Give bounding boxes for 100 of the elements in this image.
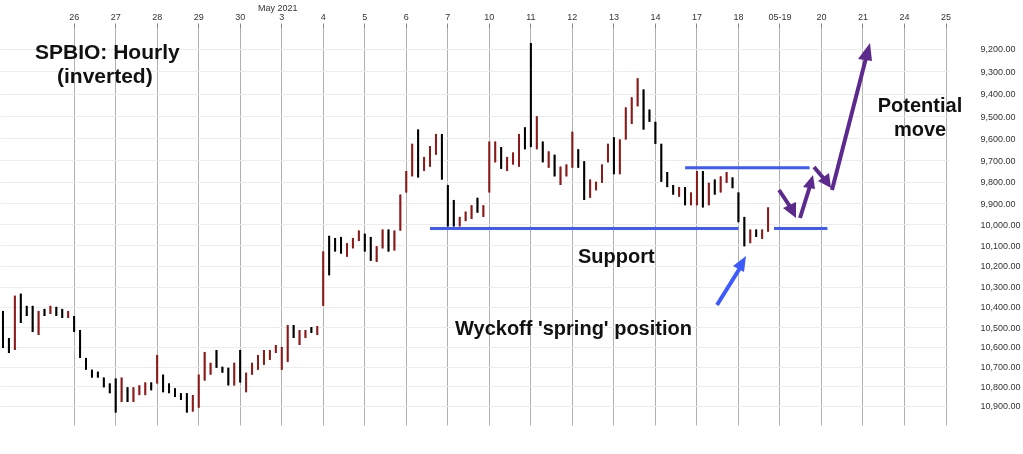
x-tick-label: 24 xyxy=(899,11,910,22)
y-tick-label: 9,700.00 xyxy=(980,155,1016,166)
text: (inverted) xyxy=(57,64,153,88)
y-tick-label: 9,500.00 xyxy=(980,111,1016,122)
x-tick-label: 11 xyxy=(526,11,536,22)
candlestick xyxy=(292,324,295,339)
y-tick-label: 10,700.00 xyxy=(980,362,1021,373)
x-tick-label: 29 xyxy=(193,11,204,22)
x-tick-label: 14 xyxy=(650,11,661,22)
candlestick xyxy=(743,216,746,247)
candlestick xyxy=(345,242,348,258)
candlestick xyxy=(630,96,633,125)
text: SPBIO: Hourly xyxy=(35,40,180,64)
candlestick xyxy=(55,306,58,317)
candlestick xyxy=(286,324,289,363)
y-tick-label: 9,400.00 xyxy=(980,89,1016,100)
candlestick xyxy=(601,163,604,184)
x-tick-label: 5 xyxy=(362,11,368,22)
candlestick xyxy=(257,354,260,371)
candlestick xyxy=(517,133,520,168)
candlestick xyxy=(553,154,556,178)
candlestick xyxy=(476,197,479,214)
y-tick-label: 10,300.00 xyxy=(980,282,1021,293)
candlestick xyxy=(298,329,301,346)
x-tick-label: 3 xyxy=(279,11,285,22)
x-tick-label: 18 xyxy=(733,11,744,22)
y-tick-label: 9,800.00 xyxy=(980,177,1016,188)
candlestick xyxy=(132,386,135,403)
x-tick-label: 17 xyxy=(691,11,702,22)
candlestick xyxy=(85,357,87,371)
candlestick xyxy=(482,204,485,218)
candlestick xyxy=(577,148,580,169)
candlestick xyxy=(470,204,473,220)
candlestick xyxy=(737,191,740,223)
x-tick-label: 13 xyxy=(608,11,619,22)
candlestick xyxy=(304,329,307,339)
candlestick xyxy=(458,216,461,228)
candlestick xyxy=(500,146,503,170)
candlestick xyxy=(565,163,568,178)
x-tick-label: 20 xyxy=(816,11,827,22)
y-tick-label: 10,200.00 xyxy=(980,261,1021,272)
y-tick-label: 9,600.00 xyxy=(980,133,1016,144)
y-tick-label: 9,900.00 xyxy=(980,198,1016,209)
x-tick-label: 12 xyxy=(567,11,578,22)
annotation: Support xyxy=(578,245,655,268)
y-tick-label: 9,300.00 xyxy=(980,66,1016,77)
candlestick xyxy=(227,367,230,387)
x-tick-label: 6 xyxy=(403,11,409,22)
candlestick xyxy=(31,305,34,333)
x-tick-label: 27 xyxy=(110,11,121,22)
candlestick xyxy=(375,245,378,263)
candlestick xyxy=(114,377,117,414)
y-tick-label: 10,500.00 xyxy=(980,322,1021,333)
y-tick-label: 10,600.00 xyxy=(980,342,1021,353)
x-tick-label: 05-19 xyxy=(768,11,792,22)
candlestick xyxy=(120,376,123,403)
x-tick-label: 4 xyxy=(320,11,326,22)
candlestick xyxy=(488,140,491,194)
candlestick xyxy=(203,351,206,382)
candlestick xyxy=(654,121,657,145)
candlestick xyxy=(387,228,390,253)
candlestick xyxy=(393,229,396,252)
candlestick xyxy=(43,308,46,317)
candlestick xyxy=(547,150,550,169)
x-tick-label: 30 xyxy=(235,11,246,22)
candlestick xyxy=(381,228,384,250)
y-tick-label: 10,900.00 xyxy=(980,401,1021,412)
candlestick xyxy=(636,77,639,107)
candlestick xyxy=(280,346,283,371)
y-tick-label: 9,200.00 xyxy=(980,44,1016,55)
annotation: Wyckoff 'spring' position xyxy=(455,317,692,340)
x-tick-label: 25 xyxy=(941,11,952,22)
candlestick xyxy=(310,326,313,334)
y-tick-label: 10,000.00 xyxy=(980,219,1021,230)
candlestick xyxy=(719,175,722,194)
x-tick-label: 26 xyxy=(69,11,80,22)
y-tick-label: 10,800.00 xyxy=(980,381,1021,392)
candlestick xyxy=(648,108,651,123)
x-tick-label: 10 xyxy=(484,11,495,22)
candlestick xyxy=(399,193,402,232)
candlestick xyxy=(559,165,562,186)
x-tick-label: 7 xyxy=(445,11,451,22)
candlestick xyxy=(209,362,212,376)
candlestick xyxy=(215,349,218,369)
y-tick-label: 10,100.00 xyxy=(980,240,1021,251)
candlestick xyxy=(37,310,40,336)
candlestick xyxy=(731,176,734,189)
candlestick xyxy=(571,131,574,169)
x-tick-label: 21 xyxy=(857,11,868,22)
candlestick xyxy=(429,145,432,168)
candlestick xyxy=(221,366,224,374)
candlestick xyxy=(126,386,129,403)
candlestick xyxy=(49,305,52,315)
candlestick xyxy=(689,191,692,206)
x-tick-label: 28 xyxy=(152,11,163,22)
candlestick xyxy=(725,171,728,184)
y-tick-label: 10,400.00 xyxy=(980,302,1021,313)
candlestick xyxy=(660,143,663,183)
candlestick xyxy=(185,392,188,414)
annotation: Potential move xyxy=(876,93,964,141)
